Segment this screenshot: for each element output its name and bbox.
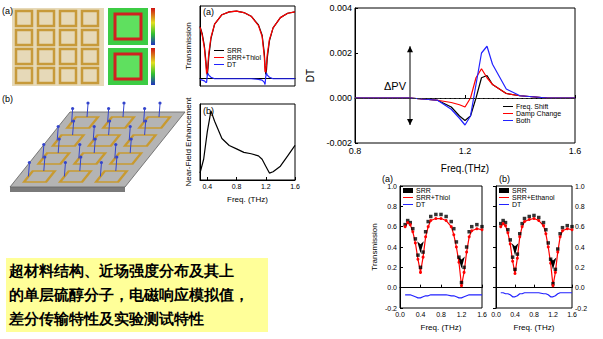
svg-text:1.2: 1.2 (457, 311, 467, 318)
svg-text:0.4: 0.4 (510, 311, 520, 318)
svg-text:Transmission: Transmission (184, 22, 193, 69)
svg-text:1.0: 1.0 (575, 183, 585, 190)
svg-text:0.8: 0.8 (436, 311, 446, 318)
svg-text:SRR: SRR (512, 187, 527, 194)
svg-text:SRR+Ethanol: SRR+Ethanol (512, 194, 555, 201)
svg-text:0.0: 0.0 (575, 284, 585, 291)
svg-text:0.4: 0.4 (202, 183, 212, 190)
svg-text:Freq.(THz): Freq.(THz) (441, 163, 489, 174)
svg-text:0.8: 0.8 (575, 203, 585, 210)
svg-text:Freq. (THz): Freq. (THz) (514, 323, 555, 332)
svg-text:ΔPV: ΔPV (384, 80, 407, 92)
svg-text:Freq. Shift: Freq. Shift (516, 103, 549, 110)
svg-text:1.0: 1.0 (387, 183, 397, 190)
svg-text:DT: DT (305, 69, 316, 82)
svg-text:0.4: 0.4 (387, 244, 397, 251)
svg-text:1.2: 1.2 (548, 311, 558, 318)
svg-text:0.004: 0.004 (329, 3, 352, 13)
html-text:差分传输特性及实验测试特性: 差分传输特性及实验测试特性 (9, 310, 204, 328)
svg-text:0.0: 0.0 (395, 311, 405, 318)
svg-text:0.8: 0.8 (349, 146, 362, 156)
svg-text:SRR+Thiol: SRR+Thiol (416, 194, 450, 201)
svg-text:Damp Change: Damp Change (516, 110, 562, 117)
svg-text:Freq. (THz): Freq. (THz) (421, 323, 462, 332)
svg-text:(a): (a) (203, 7, 214, 17)
svg-text:-0.2: -0.2 (384, 304, 397, 312)
svg-text:1.6: 1.6 (569, 146, 582, 156)
svg-text:1.6: 1.6 (290, 183, 300, 190)
svg-text:0.4: 0.4 (416, 311, 426, 318)
svg-text:DT: DT (416, 201, 426, 208)
svg-text:0.002: 0.002 (329, 48, 352, 58)
svg-text:0.2: 0.2 (575, 264, 585, 271)
svg-text:Transmission: Transmission (370, 223, 379, 270)
svg-text:1.6: 1.6 (567, 311, 577, 318)
svg-text:(b): (b) (2, 94, 13, 104)
svg-text:1.6: 1.6 (477, 311, 487, 318)
svg-text:Freq. (THz): Freq. (THz) (227, 195, 268, 204)
svg-text:0.8: 0.8 (387, 203, 397, 210)
svg-text:1.2: 1.2 (261, 183, 271, 190)
svg-text:Near-Field Enhancement: Near-Field Enhancement (184, 97, 193, 187)
svg-text:DT: DT (227, 61, 237, 68)
svg-text:SRR: SRR (416, 187, 431, 194)
svg-text:0.6: 0.6 (575, 223, 585, 230)
svg-text:0.4: 0.4 (575, 244, 585, 251)
svg-text:0.8: 0.8 (529, 311, 539, 318)
svg-text:0.0: 0.0 (387, 284, 397, 291)
html-text:超材料结构、近场强度分布及其上: 超材料结构、近场强度分布及其上 (9, 262, 234, 280)
svg-text:1.2: 1.2 (459, 146, 472, 156)
svg-text:SRR+Thiol: SRR+Thiol (227, 54, 261, 61)
html-text:的单层硫醇分子，电磁响应模拟值，: 的单层硫醇分子，电磁响应模拟值， (9, 286, 249, 304)
svg-text:0.000: 0.000 (329, 93, 352, 103)
svg-text:0.0: 0.0 (491, 311, 501, 318)
svg-text:-0.2: -0.2 (575, 304, 588, 312)
svg-text:0.6: 0.6 (387, 223, 397, 230)
svg-text:DT: DT (512, 201, 522, 208)
svg-text:(a): (a) (2, 6, 13, 16)
svg-text:0.2: 0.2 (387, 264, 397, 271)
svg-text:0.8: 0.8 (232, 183, 242, 190)
svg-text:Both: Both (516, 117, 531, 124)
svg-text:(b): (b) (203, 106, 214, 116)
svg-text:-0.002: -0.002 (326, 138, 352, 148)
svg-text:(b): (b) (499, 174, 510, 184)
svg-text:SRR: SRR (227, 47, 242, 54)
svg-text:(a): (a) (382, 174, 393, 184)
